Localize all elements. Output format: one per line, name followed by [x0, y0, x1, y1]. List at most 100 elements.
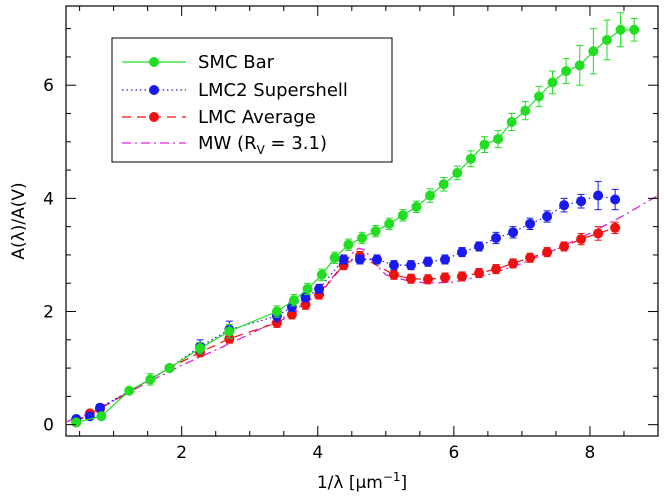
- legend-label: LMC2 Supershell: [198, 80, 348, 101]
- data-point: [576, 196, 587, 207]
- data-point: [491, 232, 502, 243]
- data-point: [384, 218, 395, 229]
- data-point: [388, 269, 399, 280]
- series-line: [76, 194, 616, 420]
- data-point: [474, 241, 485, 252]
- y-tick-label: 0: [43, 416, 54, 436]
- data-point: [124, 385, 135, 396]
- data-point: [96, 411, 107, 422]
- y-axis-label: A(λ)/A(V): [9, 182, 29, 259]
- x-tick-label: 4: [312, 443, 323, 463]
- data-point: [314, 283, 325, 294]
- data-point: [593, 190, 604, 201]
- data-point: [601, 34, 612, 45]
- legend-label: LMC Average: [198, 107, 316, 128]
- data-point: [610, 222, 621, 233]
- data-point: [508, 258, 519, 269]
- data-point: [533, 91, 544, 102]
- legend-label-rest: = 3.1): [265, 133, 327, 154]
- data-point: [559, 200, 570, 211]
- data-point: [457, 271, 468, 282]
- legend-label: MW (RV = 3.1): [198, 133, 327, 157]
- x-axis-label-close: ]: [401, 473, 408, 493]
- legend-label-text: LMC2 Supershell: [198, 80, 348, 101]
- legend-label-subscript: V: [257, 143, 266, 157]
- plot-area: [65, 12, 659, 428]
- legend-marker: [149, 57, 159, 67]
- data-point: [440, 254, 451, 265]
- data-point: [440, 272, 451, 283]
- data-point: [224, 333, 235, 344]
- data-point: [474, 268, 485, 279]
- data-point: [405, 273, 416, 284]
- data-point: [405, 260, 416, 271]
- data-point: [423, 274, 434, 285]
- data-point: [438, 179, 449, 190]
- series-line: [65, 194, 659, 423]
- legend-label: SMC Bar: [198, 52, 275, 73]
- data-point: [479, 139, 490, 150]
- data-point: [506, 116, 517, 127]
- data-point: [329, 252, 340, 263]
- data-point: [371, 254, 382, 265]
- data-point: [588, 46, 599, 57]
- x-tick-label: 8: [585, 443, 596, 463]
- data-point: [164, 363, 175, 374]
- data-point: [561, 66, 572, 77]
- data-point: [423, 256, 434, 267]
- data-point: [397, 210, 408, 221]
- data-point: [343, 239, 354, 250]
- legend-label-text: SMC Bar: [198, 52, 275, 73]
- legend-entry-mw: MW (RV = 3.1): [122, 133, 327, 157]
- data-point: [288, 295, 299, 306]
- data-point: [465, 153, 476, 164]
- data-point: [357, 232, 367, 243]
- legend-entries: SMC Bar LMC2 Supershell LMC Average MW (RV …: [122, 52, 348, 157]
- legend-box: [111, 37, 393, 163]
- x-axis-label: 1/λ [μm−1]: [317, 470, 407, 493]
- series-mw: [65, 194, 659, 423]
- legend-entry-smc-bar: SMC Bar: [122, 52, 275, 73]
- axis-ticks: 2 4 6 8 0 2 4 6: [43, 6, 658, 463]
- data-point: [542, 211, 553, 222]
- data-point: [452, 167, 463, 178]
- data-point: [195, 343, 206, 354]
- y-tick-label: 2: [43, 303, 54, 323]
- data-point: [576, 234, 587, 245]
- data-point: [629, 24, 640, 35]
- series-line: [76, 29, 635, 423]
- series-lmc2-supershell: [71, 180, 621, 425]
- data-point: [411, 201, 422, 212]
- legend-marker: [149, 112, 159, 122]
- data-point: [145, 374, 156, 385]
- y-tick-label: 6: [43, 76, 54, 96]
- legend-label-text: LMC Average: [198, 107, 316, 128]
- data-point: [302, 283, 313, 294]
- data-point: [224, 326, 235, 337]
- data-point: [574, 60, 585, 71]
- data-point: [354, 254, 365, 265]
- data-point: [525, 218, 536, 229]
- data-point: [615, 24, 626, 35]
- data-point: [525, 252, 536, 263]
- plot-frame: [65, 5, 659, 437]
- data-point: [71, 417, 82, 428]
- data-point: [95, 402, 106, 413]
- data-point: [457, 247, 468, 258]
- y-tick-label: 4: [43, 189, 54, 209]
- data-point: [508, 227, 519, 238]
- data-point: [493, 133, 504, 144]
- legend-label-text: MW (R: [198, 133, 257, 154]
- data-point: [370, 226, 381, 237]
- x-tick-label: 6: [448, 443, 459, 463]
- x-tick-label: 2: [176, 443, 187, 463]
- data-point: [425, 190, 436, 201]
- data-point: [593, 228, 604, 239]
- x-axis-label-exponent: −1: [383, 470, 401, 484]
- data-point: [610, 194, 621, 205]
- data-point: [491, 264, 502, 275]
- data-point: [520, 105, 531, 116]
- data-point: [559, 241, 570, 252]
- data-point: [547, 77, 558, 88]
